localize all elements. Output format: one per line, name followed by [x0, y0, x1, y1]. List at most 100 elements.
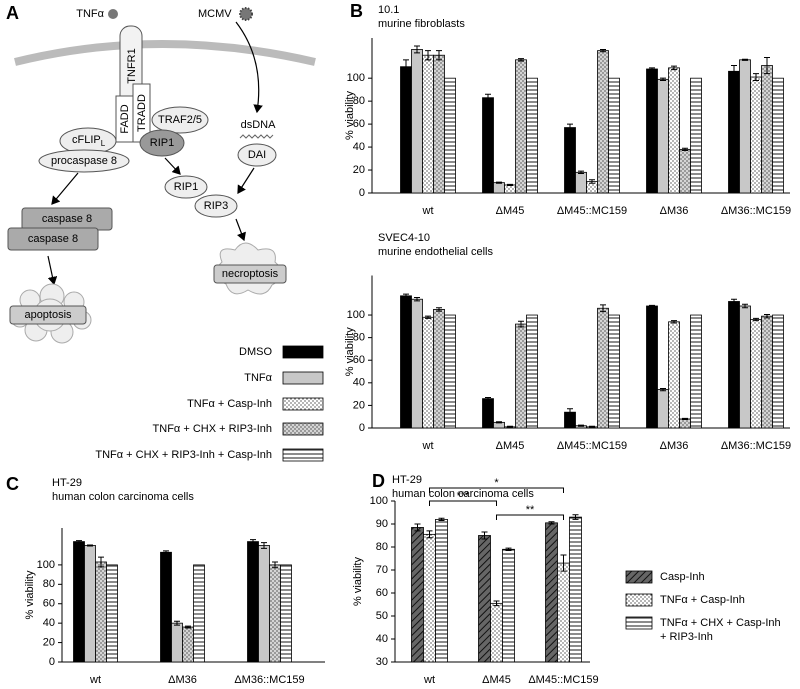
- error-bar: [600, 48, 606, 53]
- error-bar: [753, 73, 759, 81]
- error-bar: [660, 77, 666, 81]
- arrow: [237, 167, 255, 195]
- bar: [728, 70, 740, 194]
- y-tick-label: 100: [347, 309, 365, 321]
- caspase-label: caspase 8: [28, 233, 78, 245]
- x-tick-label: ΔM45::MC159: [557, 205, 627, 217]
- bar: [679, 148, 691, 194]
- x-tick-label: ΔM45: [496, 205, 525, 217]
- panel-label: D: [372, 471, 385, 491]
- apoptosis-box: [9, 305, 87, 325]
- ligand-icon: [108, 9, 118, 19]
- virus-label: MCMV: [198, 8, 232, 20]
- bar: [478, 535, 491, 663]
- rip3-node: [194, 194, 238, 218]
- y-tick-label: 100: [37, 559, 55, 571]
- bar: [569, 516, 582, 663]
- legend-label: TNFα: [244, 372, 272, 384]
- y-tick-label: 40: [353, 141, 365, 153]
- x-tick-label: wt: [422, 205, 434, 217]
- bar: [679, 418, 691, 429]
- ligand-label: TNFα: [76, 8, 104, 20]
- x-tick-label: ΔM36: [660, 440, 689, 452]
- significance-label: *: [494, 477, 499, 489]
- bar: [502, 548, 515, 663]
- bar: [182, 626, 194, 663]
- error-bar: [682, 147, 688, 152]
- error-bar: [414, 45, 420, 54]
- legend-swatch: [282, 371, 324, 385]
- y-tick-label: 40: [43, 617, 55, 629]
- error-bar: [589, 425, 595, 428]
- x-tick-label: ΔM36::MC159: [234, 674, 304, 686]
- error-bar: [425, 315, 431, 319]
- bar: [526, 314, 538, 429]
- significance-label: **: [526, 504, 535, 516]
- error-bar: [753, 317, 759, 322]
- chart-subtitle: murine fibroblasts: [378, 18, 465, 30]
- bar: [95, 561, 107, 663]
- bar: [422, 54, 434, 194]
- error-bar: [764, 313, 770, 319]
- bar: [668, 321, 680, 429]
- y-tick-label: 90: [376, 518, 388, 530]
- bar: [739, 305, 751, 429]
- procaspase-label: procaspase 8: [51, 155, 117, 167]
- x-tick-label: wt: [89, 674, 101, 686]
- legend-label: TNFα + Casp-Inh: [660, 594, 745, 606]
- dai-node: [237, 143, 277, 167]
- y-tick-label: 0: [49, 656, 55, 668]
- dna-icon: [239, 134, 274, 139]
- legend-label: TNFα + CHX + RIP3-Inh + Casp-Inh: [95, 449, 272, 461]
- bar: [515, 59, 527, 194]
- error-bar: [496, 181, 502, 184]
- significance-bracket: [429, 487, 564, 493]
- x-tick-label: wt: [422, 440, 434, 452]
- y-tick-label: 80: [353, 95, 365, 107]
- y-tick-label: 40: [353, 377, 365, 389]
- error-bar: [649, 304, 655, 308]
- bar: [73, 541, 85, 663]
- significance-bracket: [496, 514, 564, 520]
- error-bar: [671, 320, 677, 324]
- error-bar: [163, 550, 169, 555]
- bar: [433, 54, 445, 194]
- bar: [247, 541, 259, 663]
- bar: [400, 66, 412, 194]
- bar: [728, 301, 740, 429]
- error-bar: [403, 293, 409, 299]
- x-tick-label: ΔM45: [496, 440, 525, 452]
- error-bar: [98, 556, 104, 568]
- panel-label: B: [350, 1, 363, 21]
- error-bar: [567, 123, 573, 132]
- bar: [657, 389, 669, 429]
- legend-swatch: [282, 345, 324, 359]
- dsdna-label: dsDNA: [241, 119, 277, 131]
- error-bar: [185, 625, 191, 629]
- traf-label: TRAF2/5: [158, 114, 202, 126]
- bar: [160, 551, 172, 663]
- error-bar: [507, 183, 513, 187]
- bar: [761, 315, 773, 429]
- bar: [482, 398, 494, 429]
- bar: [597, 307, 609, 429]
- arrow: [51, 172, 79, 205]
- legend-label: TNFα + Casp-Inh: [187, 398, 272, 410]
- y-tick-label: 40: [376, 633, 388, 645]
- y-tick-label: 20: [43, 636, 55, 648]
- y-tick-label: 80: [376, 541, 388, 553]
- bar: [575, 171, 587, 194]
- traf-node: [151, 106, 209, 134]
- legend-swatch: [282, 422, 324, 436]
- x-tick-label: ΔM36::MC159: [721, 205, 791, 217]
- bar: [761, 65, 773, 194]
- bar: [772, 77, 784, 194]
- legend-swatch: [282, 397, 324, 411]
- y-tick-label: 60: [376, 587, 388, 599]
- error-bar: [731, 298, 737, 305]
- y-axis-label: % viability: [344, 91, 356, 140]
- bar: [423, 533, 436, 663]
- necroptosis-box: [213, 264, 287, 284]
- legend-swatch: [625, 616, 653, 630]
- error-bar: [414, 297, 420, 302]
